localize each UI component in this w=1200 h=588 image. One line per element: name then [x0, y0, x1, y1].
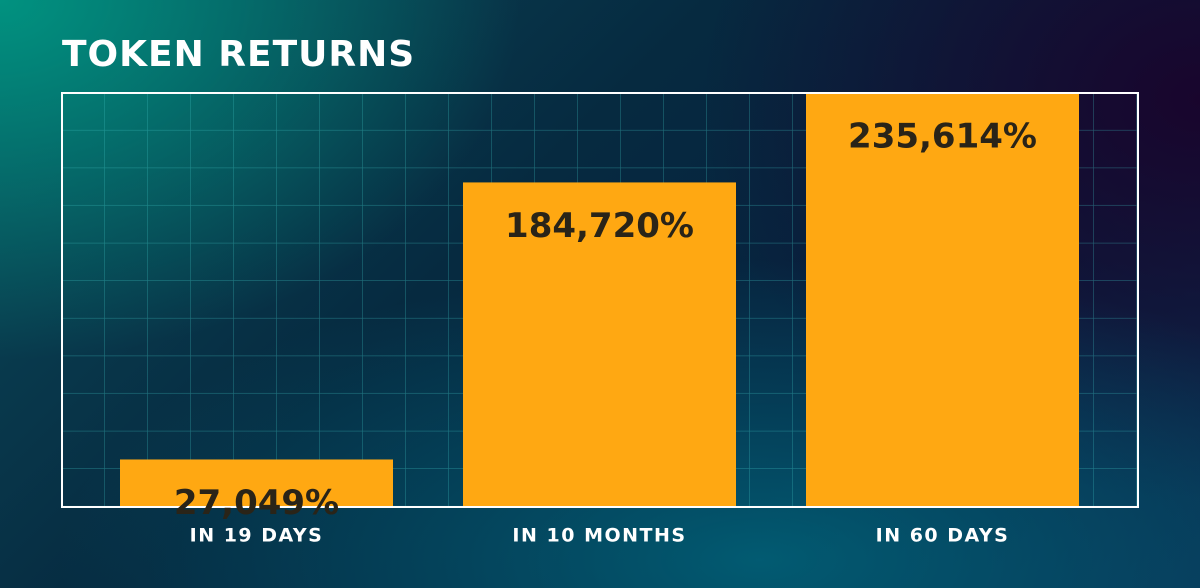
value-label: 27,049% [174, 483, 339, 523]
plot-frame [61, 92, 1139, 508]
chart-title: TOKEN RETURNS [62, 34, 415, 75]
x-tick-label: IN 60 DAYS [876, 525, 1010, 547]
bars [120, 93, 1079, 507]
bar [806, 93, 1079, 507]
x-tick-label: IN 19 DAYS [190, 525, 324, 547]
bar [463, 182, 736, 507]
value-label: 235,614% [848, 117, 1037, 157]
x-tick-label: IN 10 MONTHS [512, 525, 686, 547]
bar [120, 459, 393, 507]
value-label: 184,720% [505, 206, 694, 246]
